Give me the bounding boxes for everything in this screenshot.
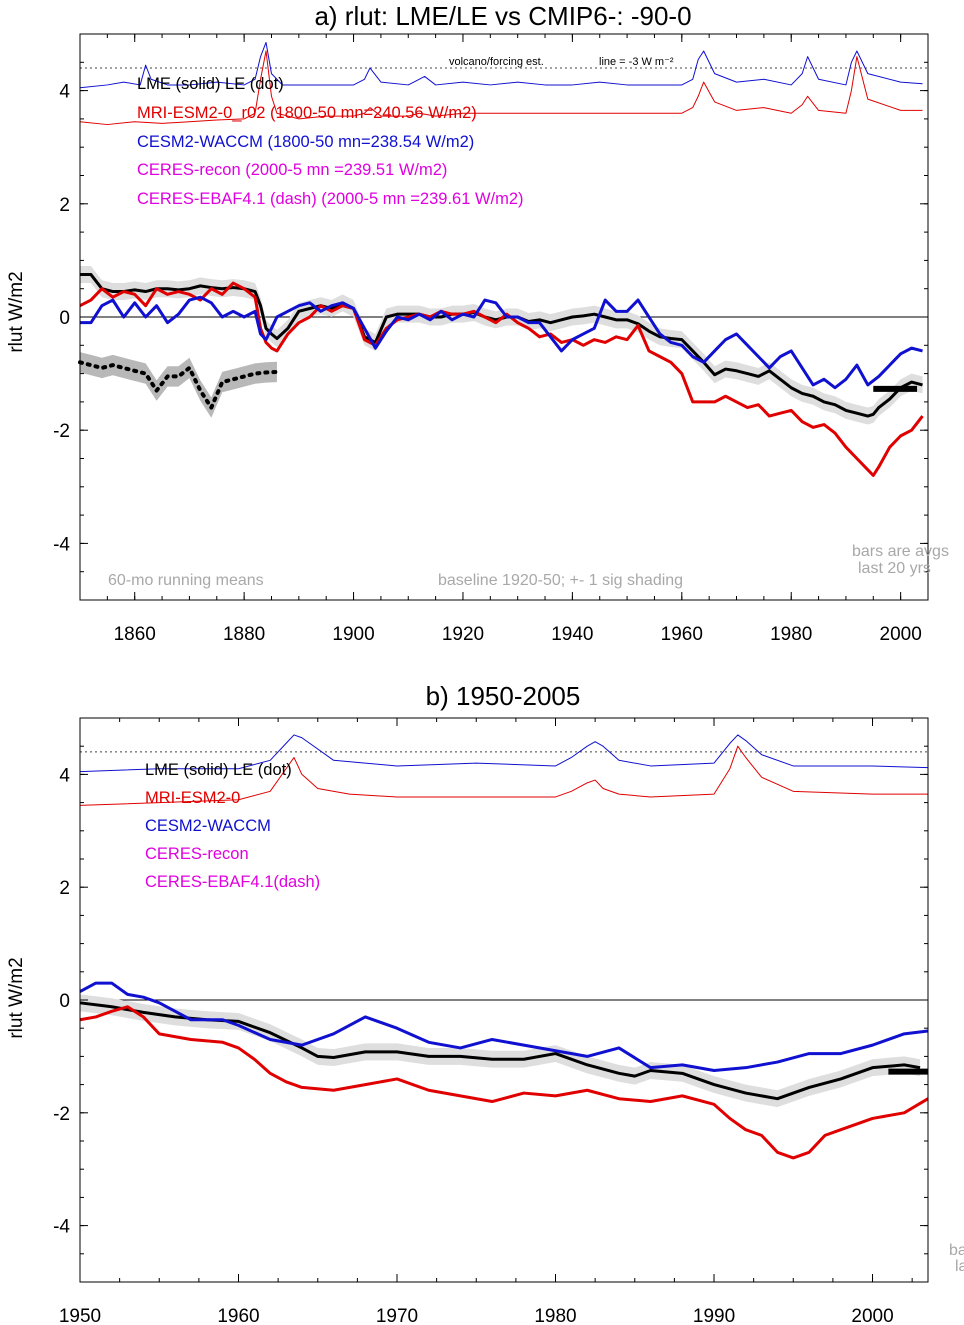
series-line: [79, 981, 929, 1072]
legend-entry: CERES-EBAF4.1(dash): [145, 873, 320, 891]
series-line: [79, 734, 929, 773]
panel-b-tick-labels: 4 2 0 -2 -4 1950 1960 1970 1980 1990 2000: [53, 765, 894, 1325]
panel-b-legend: LME (solid) LE (dot) MRI-ESM2-0 CESM2-WA…: [145, 761, 320, 891]
x-tick-label: 2000: [880, 624, 922, 645]
x-tick-label: 1950: [59, 1306, 101, 1325]
y-tick-label: 4: [59, 765, 70, 786]
series-line: [79, 1005, 929, 1160]
running-mean-note: 60-mo running means: [108, 572, 264, 589]
legend-entry: CERES-EBAF4.1 (dash) (2000-5 mn =239.61 …: [137, 190, 524, 208]
panel-a-title: a) rlut: LME/LE vs CMIP6-: -90-0: [314, 1, 691, 31]
bars-note-line1: bars are avgs: [852, 543, 949, 560]
legend-entry: LME (solid) LE (dot): [145, 761, 292, 779]
legend-entry: CESM2-WACCM: [145, 817, 271, 835]
uncertainty-band: [80, 994, 921, 1108]
uncertainty-band: [80, 266, 923, 425]
x-tick-label: 1940: [551, 624, 593, 645]
y-tick-label: -4: [53, 534, 70, 555]
legend-entry: CERES-recon: [145, 845, 249, 863]
x-tick-label: 1990: [693, 1306, 735, 1325]
series-line: [79, 41, 923, 89]
forcing-note: volcano/forcing est.: [449, 56, 544, 68]
x-tick-label: 2000: [851, 1306, 893, 1325]
y-tick-label: 2: [59, 878, 70, 899]
panel-a-lines: [78, 41, 924, 477]
legend-entry: CESM2-WACCM (1800-50 mn=238.54 W/m2): [137, 133, 474, 151]
uncertainty-band: [80, 352, 277, 418]
panel-a-legend: LME (solid) LE (dot) MRI-ESM2-0_r02 (180…: [137, 75, 524, 208]
legend-entry: MRI-ESM2-0: [145, 789, 240, 807]
bars-note-line2: la: [955, 1258, 964, 1275]
legend-entry: MRI-ESM2-0_r02 (1800-50 mn=240.56 W/m2): [137, 104, 477, 122]
panel-a-axes: [79, 33, 929, 601]
y-tick-label: -2: [53, 1104, 70, 1125]
y-tick-label: 0: [59, 308, 70, 329]
panel-b-lines: [79, 734, 929, 1160]
series-line: [80, 295, 923, 390]
panel-b: b) 1950-2005 rlut W/m2 4 2 0 -2 -4 1950 1960 19…: [6, 681, 964, 1325]
y-tick-label: -2: [53, 421, 70, 442]
panel-b-bands: [80, 994, 921, 1108]
panel-a: a) rlut: LME/LE vs CMIP6-: -90-0 rlut W/…: [6, 1, 949, 645]
x-tick-label: 1860: [114, 624, 156, 645]
series-line: [78, 360, 279, 410]
series-line: [79, 281, 924, 477]
x-tick-label: 1880: [223, 624, 265, 645]
panel-b-ylabel: rlut W/m2: [6, 957, 27, 1038]
x-tick-label: 1960: [661, 624, 703, 645]
panel-b-zero-line: [80, 751, 928, 1001]
legend-entry: LME (solid) LE (dot): [137, 75, 284, 93]
y-tick-label: 4: [59, 82, 70, 103]
bars-note-line1: ba: [949, 1242, 964, 1259]
panel-b-axes: [79, 717, 929, 1283]
y-tick-label: 2: [59, 195, 70, 216]
y-tick-label: -4: [53, 1217, 70, 1238]
series-line: [79, 1001, 921, 1101]
series-line: [79, 745, 928, 806]
legend-entry: CERES-recon (2000-5 mn =239.51 W/m2): [137, 161, 447, 179]
panel-a-ylabel: rlut W/m2: [6, 271, 27, 352]
panel-b-title: b) 1950-2005: [426, 681, 581, 711]
x-tick-label: 1960: [217, 1306, 259, 1325]
x-tick-label: 1980: [534, 1306, 576, 1325]
forcing-line-note: line = -3 W m⁻²: [599, 56, 674, 68]
series-line: [80, 273, 923, 418]
baseline-note: baseline 1920-50; +- 1 sig shading: [438, 572, 683, 589]
x-tick-label: 1980: [770, 624, 812, 645]
x-tick-label: 1970: [376, 1306, 418, 1325]
series-line: [79, 50, 923, 126]
bars-note-line2: last 20 yrs: [858, 560, 931, 577]
x-tick-label: 1900: [332, 624, 374, 645]
panel-a-tick-labels: 4 2 0 -2 -4 1860 1880 1900 1920 1940 1960 1980 2000: [53, 82, 922, 645]
x-tick-label: 1920: [442, 624, 484, 645]
y-tick-label: 0: [59, 991, 70, 1012]
